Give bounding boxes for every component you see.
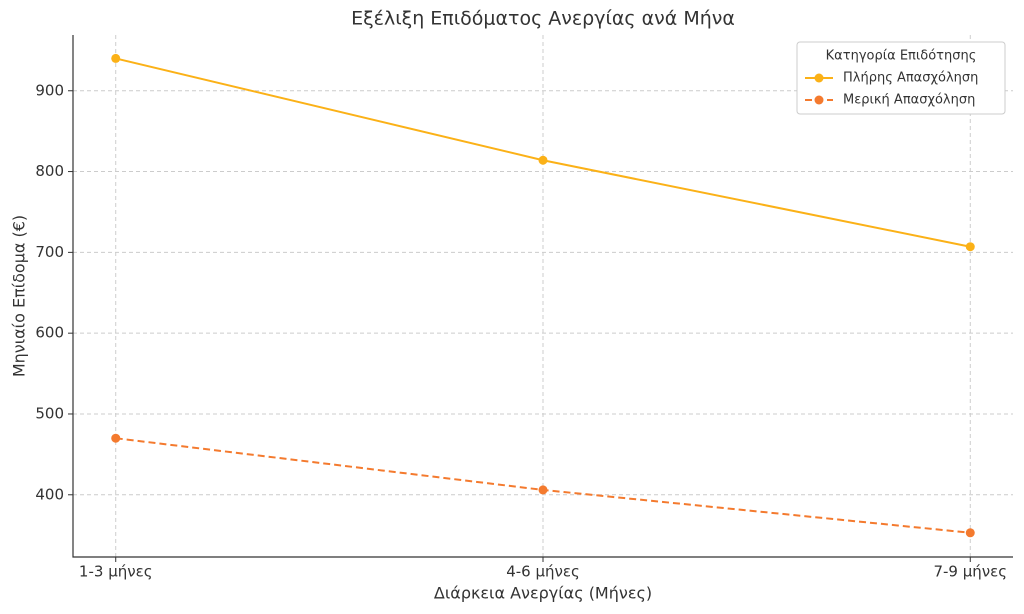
point <box>111 433 121 443</box>
x-tick-label: 1-3 μήνες <box>79 563 153 581</box>
legend-label: Πλήρης Απασχόληση <box>843 71 978 86</box>
legend-label: Μερική Απασχόληση <box>843 93 975 108</box>
x-axis-label: Διάρκεια Ανεργίας (Μήνες) <box>434 584 652 603</box>
y-axis-label: Μηνιαίο Επίδομα (€) <box>10 215 29 377</box>
legend-marker <box>814 73 824 83</box>
point <box>965 242 975 252</box>
chart-title: Εξέλιξη Επιδόματος Ανεργίας ανά Μήνα <box>351 8 735 30</box>
legend-box <box>796 41 1006 115</box>
axes <box>72 35 1013 558</box>
point <box>965 528 975 538</box>
point <box>538 155 548 165</box>
y-tick-label: 700 <box>35 243 64 261</box>
legend-marker <box>814 95 824 105</box>
legend-title: Κατηγορία Επιδότησης <box>826 49 977 64</box>
y-tick-label: 900 <box>35 81 64 99</box>
y-tick-label: 600 <box>35 324 64 342</box>
x-tick-label: 4-6 μήνες <box>506 563 580 581</box>
y-tick-label: 500 <box>35 404 64 422</box>
y-tick-label: 400 <box>35 485 64 503</box>
y-tick-label: 800 <box>35 162 64 180</box>
point <box>538 485 548 495</box>
point <box>111 53 121 63</box>
x-tick-label: 7-9 μήνες <box>933 563 1007 581</box>
